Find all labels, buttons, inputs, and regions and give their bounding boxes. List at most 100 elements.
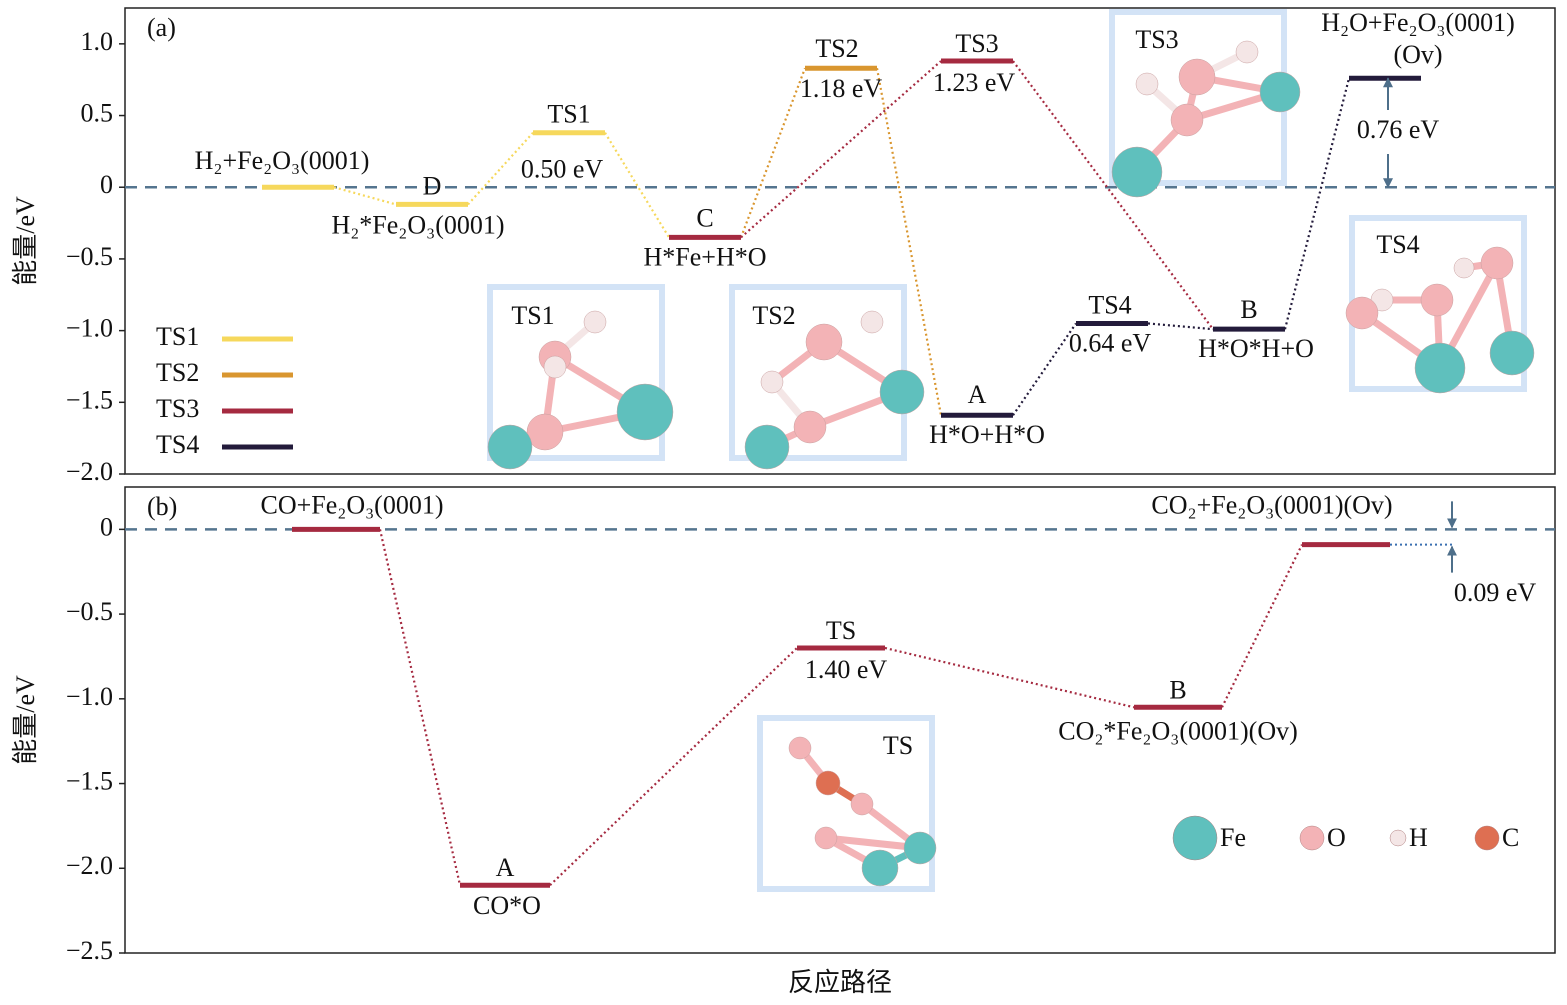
- legend-label: TS1: [156, 322, 199, 351]
- plot-frame: [124, 486, 1556, 954]
- atom: [760, 370, 784, 394]
- inset-frame: [757, 715, 935, 892]
- y-tick-label: 0: [100, 512, 113, 541]
- connector: [739, 67, 807, 238]
- connector: [884, 646, 1135, 709]
- y-tick-label: −1.0: [66, 682, 113, 711]
- level-label: TS3: [955, 29, 998, 58]
- atom: [860, 310, 884, 334]
- y-tick-label: 0: [100, 170, 113, 199]
- legend-label: TS3: [156, 394, 199, 423]
- atom: [1453, 257, 1475, 279]
- plot-frame: [124, 7, 1556, 475]
- level-label: A: [496, 853, 515, 882]
- level-label: TS4: [1088, 290, 1131, 319]
- y-tick-label: −1.5: [66, 385, 113, 414]
- level-sublabel: 0.50 eV: [521, 155, 604, 184]
- y-tick-label: −0.5: [66, 597, 113, 626]
- atom: [903, 831, 937, 865]
- inset: TS2: [729, 284, 925, 470]
- atom: [814, 826, 838, 850]
- y-tick-label: −2.0: [66, 457, 113, 486]
- atom: [487, 424, 533, 470]
- atom: [1489, 330, 1535, 376]
- gap-label: 0.09 eV: [1454, 578, 1537, 607]
- inset: TS4: [1345, 215, 1535, 394]
- connector: [1012, 322, 1077, 416]
- atom-legend-symbol: [1172, 815, 1218, 861]
- inset: TS: [757, 715, 937, 892]
- atom: [1420, 283, 1454, 317]
- connector: [604, 132, 670, 238]
- y-tick-label: −0.5: [66, 242, 113, 271]
- level-label: CO+Fe₂O₃(0001): [260, 490, 443, 519]
- y-tick-label: −2.0: [66, 851, 113, 880]
- connector: [333, 186, 397, 206]
- atom: [1135, 72, 1159, 96]
- level-label: D: [423, 171, 442, 200]
- level-sublabel: H*Fe+H*O: [644, 242, 767, 271]
- level-sublabel: 0.64 eV: [1069, 328, 1152, 357]
- connector: [549, 647, 798, 887]
- level-label: A: [968, 380, 987, 409]
- level-label: TS2: [815, 34, 858, 63]
- atom: [1178, 58, 1216, 96]
- y-tick-label: 0.5: [81, 99, 114, 128]
- level-sublabel: H₂*Fe₂O₃(0001): [331, 210, 504, 239]
- atom: [1345, 296, 1379, 330]
- inset-label: TS: [883, 731, 913, 760]
- inset-label: TS3: [1135, 25, 1178, 54]
- legend-label: TS2: [156, 358, 199, 387]
- inset-label: TS2: [752, 301, 795, 330]
- connector: [467, 132, 534, 206]
- atom: [616, 383, 674, 441]
- inset: TS3: [1109, 9, 1301, 198]
- level-label: CO₂+Fe₂O₃(0001)(Ov): [1151, 491, 1392, 520]
- atom: [1111, 146, 1163, 198]
- level-label: TS1: [547, 100, 590, 129]
- level-sublabel: 1.18 eV: [800, 74, 883, 103]
- level-label: C: [696, 203, 713, 232]
- level-sublabel: CO₂*Fe₂O₃(0001)(Ov): [1058, 716, 1298, 745]
- atom-legend-symbol: [1299, 825, 1325, 851]
- atom: [805, 323, 843, 361]
- connector: [1147, 322, 1214, 331]
- atom-legend-symbol: [1389, 829, 1407, 847]
- level-sublabel: 1.23 eV: [933, 68, 1016, 97]
- y-tick-label: −1.5: [66, 767, 113, 796]
- panel-label: (b): [147, 492, 177, 521]
- atom: [526, 413, 564, 451]
- atom: [1235, 40, 1259, 64]
- x-axis-label: 反应路径: [788, 968, 892, 997]
- inset-label: TS4: [1376, 230, 1419, 259]
- level-label: (Ov): [1393, 40, 1442, 69]
- level-label: H₂+Fe₂O₃(0001): [195, 146, 370, 175]
- level-label: B: [1240, 295, 1257, 324]
- atom: [879, 369, 925, 415]
- connector: [1221, 544, 1303, 708]
- level-sublabel: H*O*H+O: [1198, 334, 1314, 363]
- atom: [744, 424, 790, 470]
- legend-label: TS4: [156, 430, 199, 459]
- atom: [788, 736, 812, 760]
- atom: [1480, 246, 1514, 280]
- level-label: B: [1169, 675, 1186, 704]
- y-axis-label: 能量/eV: [11, 675, 40, 765]
- gap-label: 0.76 eV: [1357, 115, 1440, 144]
- atom: [1170, 103, 1204, 137]
- y-axis-label: 能量/eV: [11, 196, 40, 286]
- level-sublabel: 1.40 eV: [805, 655, 888, 684]
- atom: [583, 310, 607, 334]
- atom-legend-label: C: [1502, 823, 1519, 852]
- atom: [850, 792, 874, 816]
- atom: [1259, 71, 1301, 113]
- atom: [815, 770, 841, 796]
- level-label: H₂O+Fe₂O₃(0001): [1321, 8, 1515, 37]
- atom: [1414, 342, 1466, 394]
- inset-label: TS1: [511, 301, 554, 330]
- connector: [875, 68, 943, 416]
- atom: [793, 410, 827, 444]
- panel-label: (a): [147, 13, 176, 42]
